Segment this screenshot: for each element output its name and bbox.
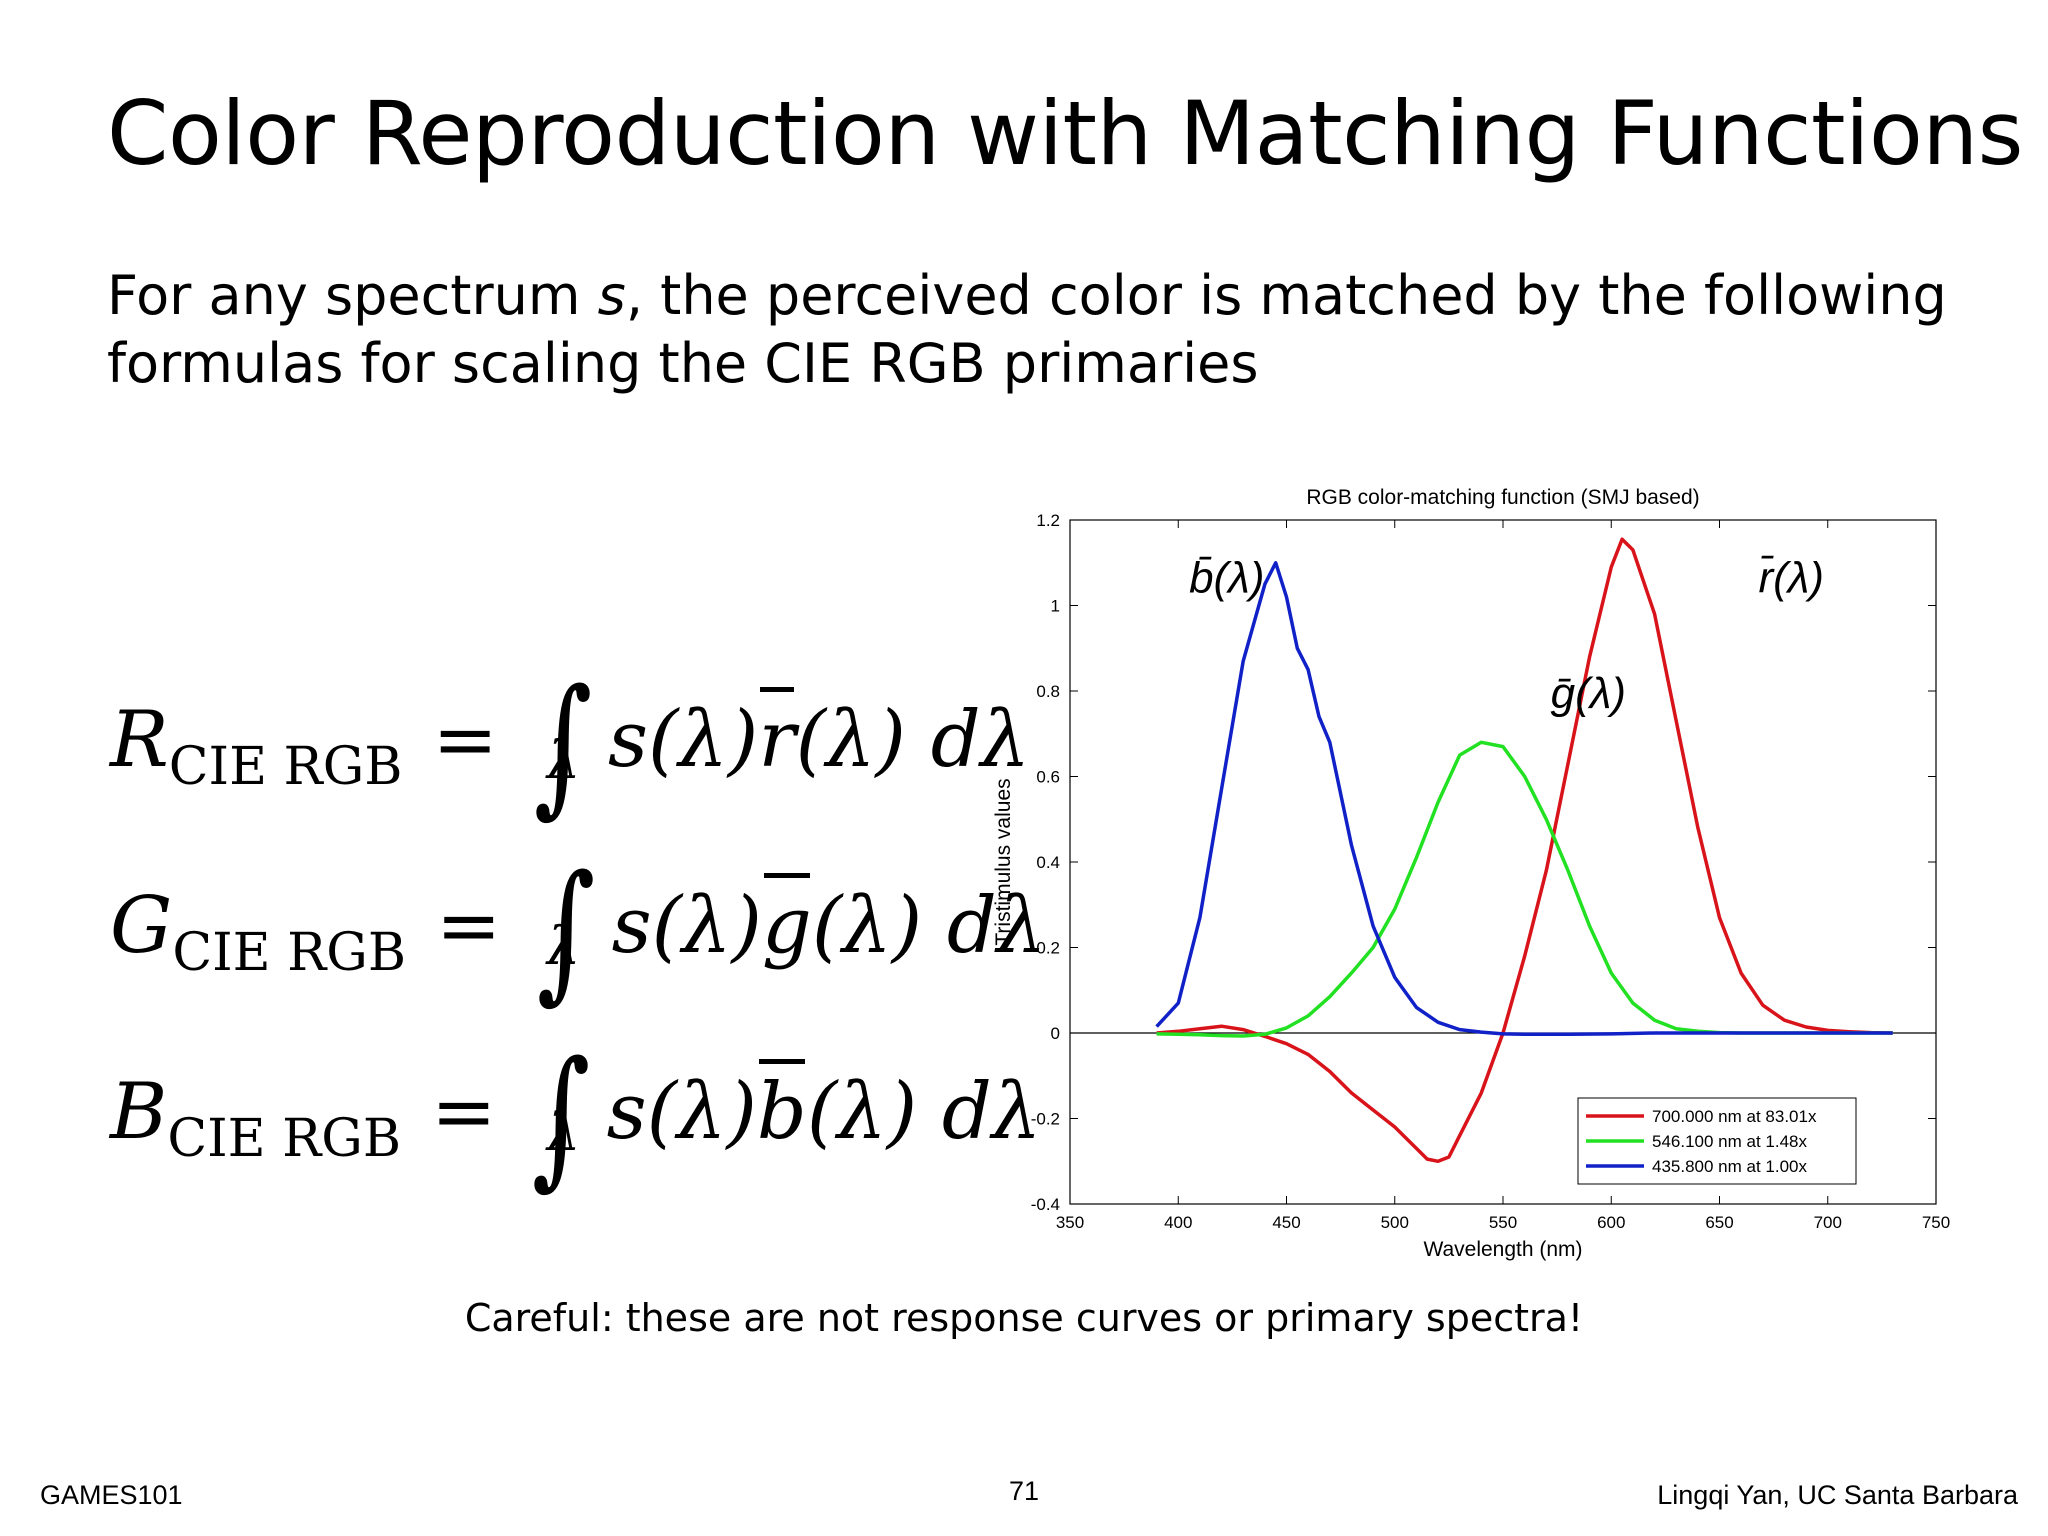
function-letter: b xyxy=(756,1067,807,1157)
chart-svg: RGB color-matching function (SMJ based) … xyxy=(992,486,1950,1261)
y-tick-label: 0.6 xyxy=(1036,768,1060,787)
integrand-pre: s(λ) xyxy=(606,1067,757,1157)
curve-annotation: ḡ(λ) xyxy=(1551,669,1626,718)
y-tick-label: -0.2 xyxy=(1031,1110,1060,1129)
matching-function: g xyxy=(761,873,812,971)
x-tick-label: 600 xyxy=(1597,1213,1625,1232)
body-text: For any spectrum s, the perceived color … xyxy=(107,262,1947,398)
body-line-1-text-end: , the perceived color is matched by the … xyxy=(625,264,1947,327)
formula-lhs: R xyxy=(110,695,169,785)
overline-bar xyxy=(760,687,794,692)
page-number: 71 xyxy=(1008,1476,1040,1506)
y-tick-label: 0.4 xyxy=(1036,853,1060,872)
y-tick-label: 1 xyxy=(1051,597,1060,616)
curve-annotation: r̄(λ) xyxy=(1758,554,1824,603)
y-tick-label: 1.2 xyxy=(1036,511,1060,530)
chart-title: RGB color-matching function (SMJ based) xyxy=(1306,486,1699,509)
y-tick-label: 0 xyxy=(1051,1024,1060,1043)
y-tick-label: 0.8 xyxy=(1036,682,1060,701)
integrand-post: (λ) dλ xyxy=(811,881,1047,971)
formula-r: RCIE RGB = ∫ λ s(λ) r(λ) dλ xyxy=(110,640,1030,820)
formula-lhs: B xyxy=(110,1067,168,1157)
x-tick-label: 400 xyxy=(1164,1213,1192,1232)
integrand-pre: s(λ) xyxy=(607,695,759,785)
integral-sign: ∫ xyxy=(532,1030,591,1204)
y-axis-label: Tristimulus values xyxy=(992,778,1015,945)
caption: Careful: these are not response curves o… xyxy=(464,1296,1584,1340)
formula-g: GCIE RGB = ∫ λ s(λ) g(λ) dλ xyxy=(110,826,1046,1006)
plot-area: 350 400 450 500 550 600 650 700 750 -0.4 -0.2 0 0.2 0… xyxy=(1031,511,1950,1232)
function-letter: g xyxy=(761,881,812,971)
footer-author: Lingqi Yan, UC Santa Barbara xyxy=(1657,1480,2018,1510)
x-tick-label: 500 xyxy=(1381,1213,1409,1232)
formula-subscript: CIE RGB xyxy=(172,923,407,983)
y-tick-label: -0.4 xyxy=(1031,1195,1060,1214)
b-bar-curve xyxy=(1155,561,1893,1037)
formula-lhs: G xyxy=(110,881,173,971)
formula-subscript: CIE RGB xyxy=(168,737,403,797)
formula-subscript: CIE RGB xyxy=(167,1109,402,1169)
body-line-2: formulas for scaling the CIE RGB primari… xyxy=(107,332,1259,395)
integrand-pre: s(λ) xyxy=(611,881,762,971)
formula-b: BCIE RGB = ∫ λ s(λ) b(λ) dλ xyxy=(110,1012,1041,1192)
body-line-1: For any spectrum s, the perceived color … xyxy=(107,262,1947,330)
integrand-post: (λ) dλ xyxy=(795,695,1031,785)
x-tick-label: 650 xyxy=(1705,1213,1733,1232)
footer-course: GAMES101 xyxy=(40,1480,183,1510)
body-variable: s xyxy=(597,264,626,327)
page-title: Color Reproduction with Matching Functio… xyxy=(107,82,2023,185)
g-bar-curve xyxy=(1156,740,1893,1038)
overline-bar xyxy=(763,873,810,878)
x-tick-label: 450 xyxy=(1272,1213,1300,1232)
x-tick-label: 550 xyxy=(1489,1213,1517,1232)
integrand-post: (λ) dλ xyxy=(806,1067,1042,1157)
matching-function: r xyxy=(758,687,796,785)
curve-annotation: b̄(λ) xyxy=(1189,554,1264,603)
y-tick-label: 0.2 xyxy=(1036,939,1060,958)
legend-label: 435.800 nm at 1.00x xyxy=(1652,1157,1808,1176)
formula-equals: = xyxy=(431,1067,497,1157)
integral-limit: λ xyxy=(547,917,580,977)
integral-limit: λ xyxy=(547,1103,580,1163)
rgb-matching-chart: RGB color-matching function (SMJ based) … xyxy=(960,470,1980,1270)
x-axis-label: Wavelength (nm) xyxy=(1423,1238,1582,1261)
integral-limit: λ xyxy=(547,731,580,791)
overline-bar xyxy=(758,1059,805,1064)
formula-equals: = xyxy=(436,881,502,971)
x-tick-label: 700 xyxy=(1814,1213,1842,1232)
body-line-1-text: For any spectrum xyxy=(107,264,598,327)
legend-label: 700.000 nm at 83.01x xyxy=(1652,1107,1817,1126)
integral-sign: ∫ xyxy=(537,844,596,1018)
function-letter: r xyxy=(758,695,796,785)
integral-sign: ∫ xyxy=(533,658,593,832)
formula-equals: = xyxy=(432,695,498,785)
x-tick-label: 350 xyxy=(1056,1213,1084,1232)
legend-label: 546.100 nm at 1.48x xyxy=(1652,1132,1808,1151)
x-tick-label: 750 xyxy=(1922,1213,1950,1232)
r-bar-curve xyxy=(1156,537,1893,1164)
matching-function: b xyxy=(756,1059,807,1157)
